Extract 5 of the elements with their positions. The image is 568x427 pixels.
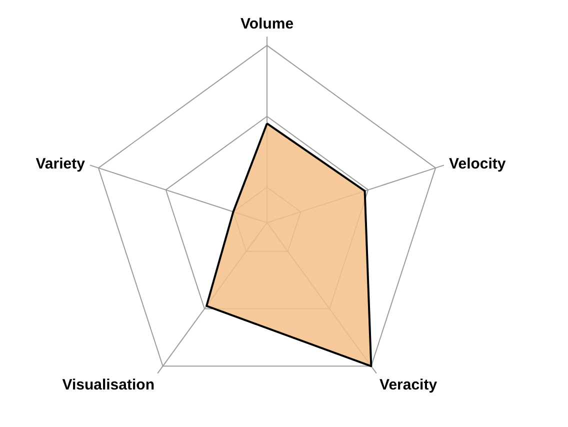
spoke-label: Velocity <box>449 156 506 173</box>
spoke-label: Visualisation <box>62 376 154 394</box>
spoke-label: Variety <box>36 156 86 173</box>
spoke-label: Veracity <box>380 376 438 394</box>
spoke-label: Volume <box>240 15 294 32</box>
